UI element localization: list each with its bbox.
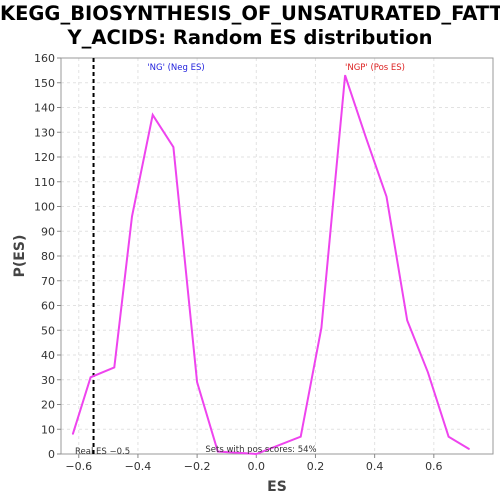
es-distribution-point [320,327,322,329]
es-distribution-point [406,319,408,321]
x-axis-label: ES [267,479,287,495]
x-tick-label: 0.0 [248,460,266,473]
x-tick-label: 0.6 [425,460,443,473]
chart-title: KEGG_BIOSYNTHESIS_OF_UNSATURATED_FATT Y_… [0,2,500,50]
real-es-label: Real ES −0.5 [75,447,130,457]
y-tick-label: 100 [34,201,55,214]
y-tick-label: 30 [41,374,55,387]
y-tick-label: 140 [34,102,55,115]
es-distribution-point [131,215,133,217]
y-tick-label: 40 [41,349,55,362]
text-layer: ES P(ES) 'NG' (Neg ES) 'NGP' (Pos ES) Sets w… [12,63,405,495]
es-distribution-line [71,74,470,456]
grid-layer [61,57,493,455]
x-tick-label: −0.4 [125,460,152,473]
es-distribution-point [72,433,74,435]
y-tick-label: 80 [41,250,55,263]
y-tick-label: 50 [41,324,55,337]
marks-layer [71,58,470,456]
y-tick-label: 70 [41,275,55,288]
es-distribution-point [468,448,470,450]
pos-scores-annotation: Sets with pos scores: 54% [205,445,316,455]
ticks-layer: 0 10 20 30 40 50 60 70 80 90 100 110 120 130 140 150 160… [34,52,443,473]
es-distribution-point [300,436,302,438]
y-tick-label: 120 [34,151,55,164]
y-tick-label: 20 [41,399,55,412]
chart-title-line-1: KEGG_BIOSYNTHESIS_OF_UNSATURATED_FATT [0,2,500,25]
es-distribution-point [152,114,154,116]
es-distribution-point [427,371,429,373]
es-distribution-point [385,196,388,198]
y-tick-label: 110 [34,176,55,189]
y-tick-label: 160 [34,52,55,65]
x-tick-label: 0.2 [307,460,325,473]
es-distribution-point [365,136,367,138]
x-tick-label: 0.4 [366,460,384,473]
es-distribution-point [217,450,219,453]
y-tick-label: 60 [41,300,55,313]
es-distribution-point [172,146,175,148]
y-tick-label: 90 [41,225,55,238]
es-distribution-point [89,376,92,378]
y-tick-label: 0 [48,448,55,461]
x-tick-label: −0.2 [184,460,211,473]
neg-es-annotation: 'NG' (Neg ES) [147,63,204,73]
y-tick-label: 10 [41,423,55,436]
es-distribution-point [113,366,115,368]
es-distribution-point [344,74,346,76]
es-distribution-point [448,436,450,438]
y-axis-label: P(ES) [12,235,28,278]
pos-es-annotation: 'NGP' (Pos ES) [345,63,405,73]
es-distribution-point [255,453,257,455]
es-distribution-point [196,381,198,383]
x-tick-label: −0.6 [65,460,92,473]
chart-title-line-2: Y_ACIDS: Random ES distribution [67,26,433,49]
y-tick-label: 150 [34,77,55,90]
y-tick-label: 130 [34,126,55,139]
